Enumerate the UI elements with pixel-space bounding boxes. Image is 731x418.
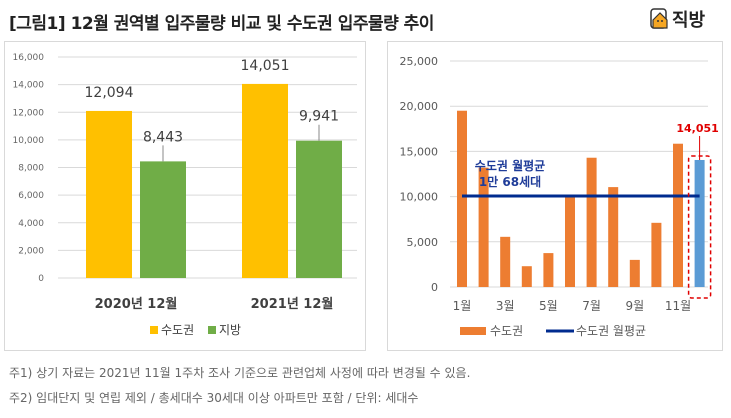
footnote-2: 주2) 임대단지 및 연립 제외 / 총세대수 30세대 이상 아파트만 포함 … — [9, 391, 419, 405]
y-tick-label: 12,000 — [13, 108, 45, 118]
monthly-trend-chart: 0 5,000 10,000 15,000 20,000 25,000 1월 3월 5월 7월 9월… — [387, 41, 723, 351]
x-tick-label: 2021년 12월 — [251, 296, 334, 312]
x-tick-label: 11월 — [665, 299, 691, 313]
bar — [673, 143, 683, 287]
y-tick-label: 20,000 — [400, 100, 439, 113]
figure-title: [그림1] 12월 권역별 입주물량 비교 및 수도권 입주물량 추이 — [9, 14, 434, 34]
logo-text: 직방 — [672, 10, 706, 31]
average-annotation: 1만 68세대 — [479, 174, 541, 189]
y-tick-label: 5,000 — [407, 236, 439, 249]
bar — [457, 110, 467, 287]
legend-swatch — [208, 326, 216, 334]
bar — [521, 266, 532, 287]
bar — [629, 259, 640, 287]
bar — [478, 167, 489, 287]
legend-swatch — [150, 326, 158, 334]
y-tick-label: 0 — [431, 281, 438, 294]
bar — [565, 197, 575, 287]
y-tick-label: 16,000 — [13, 53, 45, 63]
regional-comparison-chart: 0 2,000 4,000 6,000 8,000 10,000 12,000 14,000 1… — [4, 41, 366, 351]
y-tick-label: 25,000 — [400, 55, 439, 68]
y-tick-label: 0 — [38, 274, 44, 284]
y-tick-label: 10,000 — [13, 136, 45, 146]
y-tick-label: 14,000 — [13, 81, 45, 91]
y-tick-label: 6,000 — [18, 191, 44, 201]
x-tick-label: 5월 — [539, 299, 558, 313]
data-label: 14,051 — [241, 58, 290, 74]
legend-label: 수도권 — [161, 323, 194, 337]
y-tick-label: 15,000 — [400, 145, 439, 158]
x-tick-label: 2020년 12월 — [95, 296, 178, 312]
house-icon — [650, 8, 668, 29]
average-annotation: 수도권 월평균 — [475, 158, 545, 173]
legend-label: 수도권 — [490, 324, 523, 338]
bar — [608, 187, 619, 287]
y-tick-label: 4,000 — [18, 219, 44, 229]
bar-highlight — [694, 159, 705, 287]
legend-label: 수도권 월평균 — [576, 324, 646, 338]
x-tick-label: 1월 — [453, 299, 472, 313]
y-tick-label: 2,000 — [18, 246, 44, 256]
data-label: 9,941 — [299, 109, 339, 125]
bar — [651, 222, 662, 287]
highlight-label: 14,051 — [676, 122, 718, 135]
bar — [500, 236, 511, 287]
footnote-1: 주1) 상기 자료는 2021년 11월 1주차 조사 기준으로 관련업체 사정… — [9, 366, 471, 380]
y-tick-label: 8,000 — [18, 164, 44, 174]
y-tick-label: 10,000 — [400, 191, 439, 204]
bar-수도권 — [86, 110, 132, 278]
data-label: 12,094 — [85, 85, 134, 101]
x-tick-label: 3월 — [496, 299, 515, 313]
logo: 직방 — [650, 6, 705, 32]
bar — [586, 157, 597, 287]
bar-수도권 — [242, 83, 288, 278]
legend-label: 지방 — [219, 323, 241, 337]
x-tick-label: 9월 — [625, 299, 644, 313]
legend-swatch — [460, 327, 486, 335]
x-tick-label: 7월 — [582, 299, 601, 313]
bar-지방 — [296, 140, 342, 278]
data-label: 8,443 — [143, 129, 183, 145]
bar — [543, 253, 554, 287]
bar-지방 — [140, 161, 186, 278]
